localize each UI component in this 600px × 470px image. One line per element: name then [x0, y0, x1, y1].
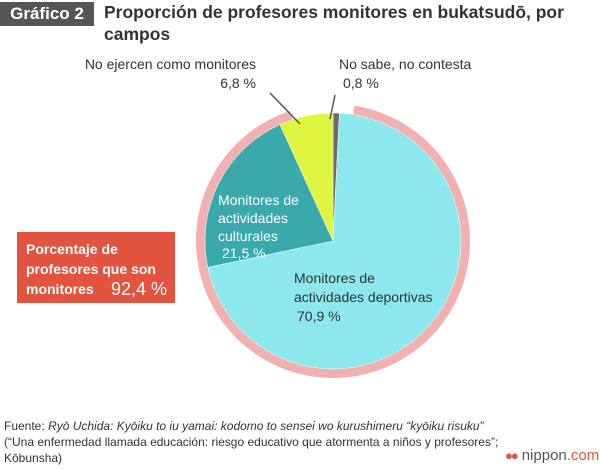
slice-label-culturales-2: culturales — [218, 228, 278, 244]
logo-text: nippon — [521, 447, 567, 464]
slice-value-deportivas: 70,9 % — [297, 308, 341, 324]
slice-label-no-sabe: No sabe, no contesta — [339, 56, 472, 72]
slice-value-no-sabe: 0,8 % — [343, 75, 379, 91]
leader-line-no-ejercen — [269, 92, 301, 125]
source-note: Fuente: Ryō Uchida: Kyōiku to iu yamai: … — [4, 418, 500, 466]
slice-value-culturales: 21,5 % — [222, 245, 266, 261]
callout-value: 92,4 % — [111, 279, 168, 299]
source-prefix: Fuente: — [4, 419, 49, 433]
slice-label-deportivas-0: Monitores de — [294, 270, 375, 286]
pie-slice-1 — [207, 112, 462, 370]
slice-label-no-ejercen: No ejercen como monitores — [85, 56, 256, 72]
pie-slice-3 — [279, 112, 334, 242]
slice-label-culturales-1: actividades — [218, 210, 288, 226]
source-details: (“Una enfermedad llamada educación: ries… — [4, 435, 499, 465]
callout-label: Porcentaje de profesores que son monitor… — [26, 241, 156, 297]
source-book-title: Ryō Uchida: Kyōiku to iu yamai: kodomo t… — [48, 419, 484, 433]
slice-value-no-ejercen: 6,8 % — [220, 75, 256, 91]
slice-label-deportivas-1: actividades deportivas — [294, 289, 433, 305]
nippon-dot-com-logo-icon: ●● — [505, 448, 519, 463]
pie-slice-2 — [204, 124, 334, 268]
nippon-logo: ●● nippon .com — [505, 447, 599, 464]
pie-chart: No sabe, no contesta 0,8 % Monitores de act… — [85, 56, 472, 379]
leader-line-no-sabe — [329, 94, 336, 120]
monitors-callout: Porcentaje de profesores que son monitor… — [17, 232, 175, 303]
slice-label-culturales-0: Monitores de — [218, 192, 299, 208]
chart-number-badge: Gráfico 2 — [0, 2, 94, 26]
logo-text-accent: .com — [566, 447, 600, 464]
chart-title: Proporción de profesores monitores en bu… — [104, 2, 564, 44]
